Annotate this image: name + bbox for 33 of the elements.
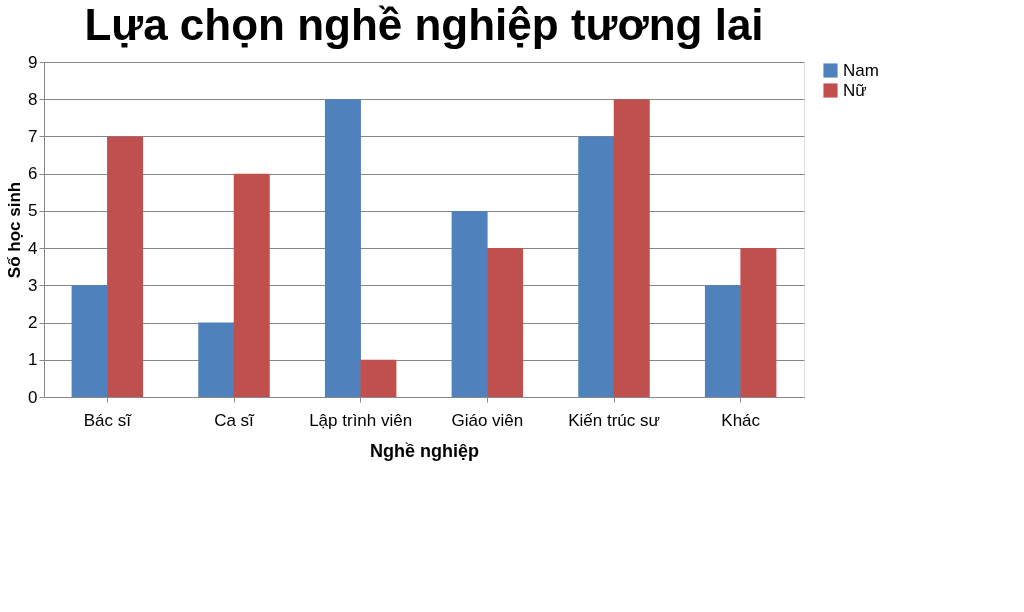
y-tick-label: 4 [28, 238, 38, 258]
y-tick-label: 7 [28, 126, 38, 146]
legend-label: Nam [843, 60, 879, 80]
bar [324, 99, 361, 397]
y-tick-label: 6 [28, 164, 38, 184]
x-tick-label: Giáo viên [451, 410, 524, 430]
x-axis-title: Nghề nghiệp [370, 440, 479, 461]
bar [451, 210, 488, 397]
x-tick-label: Ca sĩ [214, 410, 256, 430]
bar [360, 359, 397, 397]
bar [613, 99, 650, 397]
bar [71, 285, 108, 397]
bar [740, 248, 777, 397]
y-tick-label: 3 [28, 275, 38, 295]
bar [198, 322, 235, 397]
bar [578, 136, 615, 397]
y-tick-label: 9 [28, 52, 38, 72]
bar [107, 136, 144, 397]
y-tick-label: 5 [28, 201, 38, 221]
bar [704, 285, 741, 397]
y-tick-label: 2 [28, 313, 38, 333]
x-tick-label: Bác sĩ [83, 410, 133, 430]
x-tick-label: Khác [721, 410, 761, 430]
y-tick-label: 8 [28, 89, 38, 109]
chart-title: Lựa chọn nghề nghiệp tương lai [84, 0, 764, 49]
y-axis-title: Số học sinh [5, 181, 25, 279]
y-tick-label: 0 [28, 387, 38, 407]
legend-label: Nữ [843, 80, 867, 100]
y-tick-label: 1 [28, 350, 38, 370]
bar [233, 173, 270, 397]
x-tick-label: Kiến trúc sư [568, 410, 660, 430]
bar [487, 248, 524, 397]
x-tick-label: Lập trình viên [309, 410, 413, 430]
